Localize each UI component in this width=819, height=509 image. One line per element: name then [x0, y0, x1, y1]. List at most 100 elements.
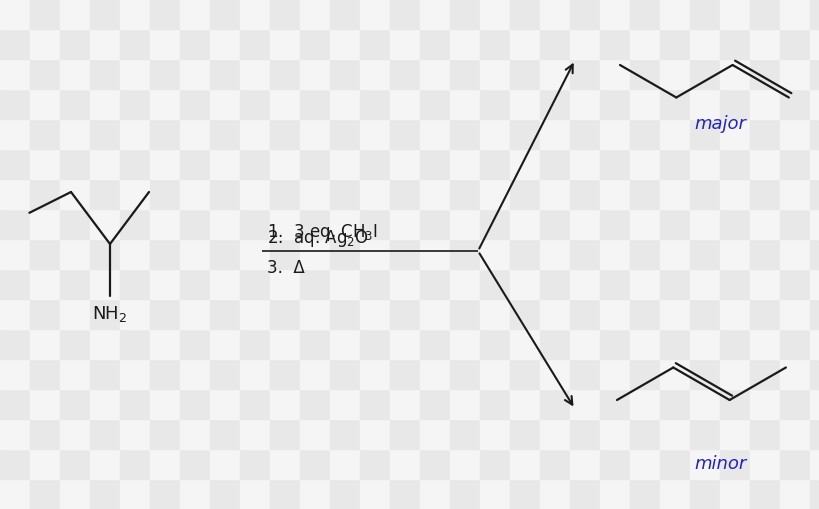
Bar	[300, 89, 329, 119]
Bar	[600, 179, 629, 209]
Bar	[659, 329, 689, 359]
Bar	[629, 209, 659, 239]
Bar	[419, 59, 450, 89]
Bar	[300, 359, 329, 389]
Bar	[210, 119, 240, 149]
Bar	[240, 149, 269, 179]
Bar	[569, 179, 600, 209]
Bar	[150, 299, 180, 329]
Bar	[569, 389, 600, 419]
Bar	[240, 89, 269, 119]
Bar	[809, 359, 819, 389]
Bar	[90, 149, 120, 179]
Bar	[509, 329, 540, 359]
Bar	[360, 329, 390, 359]
Bar	[0, 149, 30, 179]
Bar	[749, 389, 779, 419]
Bar	[479, 239, 509, 269]
Bar	[150, 0, 180, 29]
Bar	[240, 119, 269, 149]
Bar	[629, 239, 659, 269]
Bar	[659, 419, 689, 449]
Bar	[60, 389, 90, 419]
Bar	[629, 479, 659, 509]
Bar	[90, 0, 120, 29]
Bar	[809, 329, 819, 359]
Bar	[150, 359, 180, 389]
Bar	[540, 449, 569, 479]
Bar	[360, 389, 390, 419]
Bar	[300, 59, 329, 89]
Bar	[120, 299, 150, 329]
Bar	[300, 0, 329, 29]
Bar	[60, 209, 90, 239]
Bar	[450, 359, 479, 389]
Bar	[329, 329, 360, 359]
Bar	[419, 119, 450, 149]
Bar	[719, 449, 749, 479]
Bar	[689, 329, 719, 359]
Bar	[809, 149, 819, 179]
Bar	[569, 239, 600, 269]
Bar	[659, 149, 689, 179]
Bar	[749, 239, 779, 269]
Bar	[120, 179, 150, 209]
Bar	[540, 179, 569, 209]
Bar	[329, 299, 360, 329]
Bar	[689, 389, 719, 419]
Bar	[180, 269, 210, 299]
Bar	[180, 479, 210, 509]
Bar	[809, 59, 819, 89]
Bar	[749, 89, 779, 119]
Bar	[779, 59, 809, 89]
Bar	[450, 179, 479, 209]
Bar	[659, 89, 689, 119]
Bar	[300, 149, 329, 179]
Bar	[719, 329, 749, 359]
Bar	[509, 149, 540, 179]
Bar	[390, 269, 419, 299]
Bar	[419, 419, 450, 449]
Bar	[60, 119, 90, 149]
Bar	[450, 89, 479, 119]
Bar	[749, 29, 779, 59]
Bar	[90, 419, 120, 449]
Bar	[390, 29, 419, 59]
Bar	[749, 419, 779, 449]
Bar	[360, 479, 390, 509]
Bar	[300, 479, 329, 509]
Bar	[600, 479, 629, 509]
Bar	[540, 119, 569, 149]
Bar	[779, 89, 809, 119]
Bar	[240, 179, 269, 209]
Bar	[390, 329, 419, 359]
Bar	[450, 299, 479, 329]
Bar	[479, 359, 509, 389]
Bar	[269, 389, 300, 419]
Bar	[360, 269, 390, 299]
Bar	[719, 209, 749, 239]
Bar	[689, 89, 719, 119]
Bar	[300, 209, 329, 239]
Bar	[600, 239, 629, 269]
Bar	[479, 449, 509, 479]
Bar	[180, 0, 210, 29]
Bar	[779, 479, 809, 509]
Bar	[120, 449, 150, 479]
Bar	[329, 359, 360, 389]
Bar	[150, 269, 180, 299]
Bar	[240, 209, 269, 239]
Bar	[329, 449, 360, 479]
Bar	[329, 149, 360, 179]
Bar	[450, 329, 479, 359]
Bar	[509, 299, 540, 329]
Bar	[600, 299, 629, 329]
Bar	[210, 329, 240, 359]
Bar	[360, 449, 390, 479]
Bar	[629, 89, 659, 119]
Bar	[240, 239, 269, 269]
Bar	[120, 479, 150, 509]
Bar	[600, 0, 629, 29]
Bar	[180, 89, 210, 119]
Bar	[390, 209, 419, 239]
